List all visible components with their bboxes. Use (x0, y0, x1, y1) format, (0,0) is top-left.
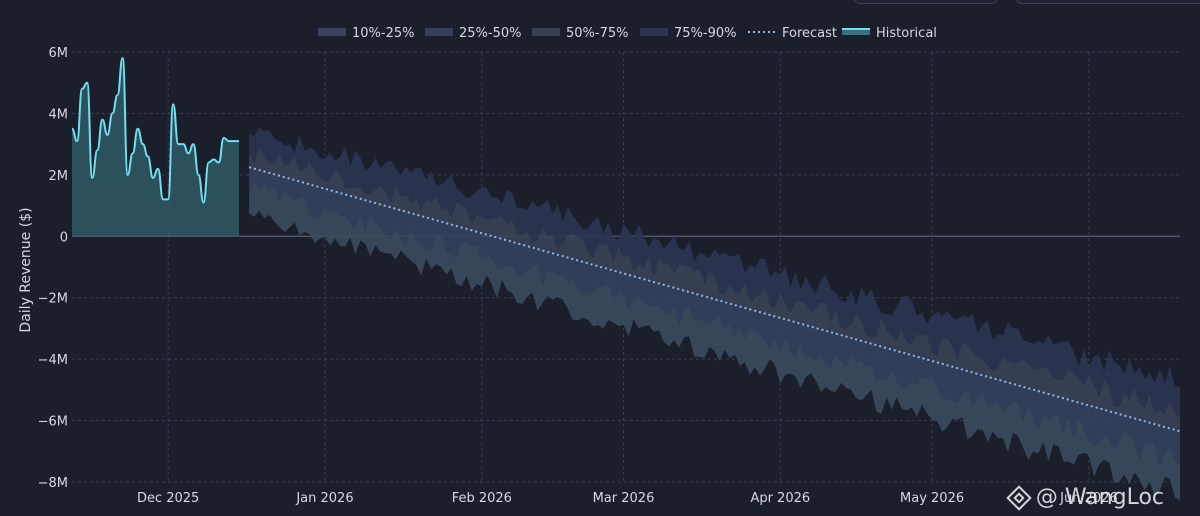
band-75-90 (249, 127, 1180, 418)
legend-item[interactable]: 10%-25% (318, 26, 414, 41)
y-tick-label: 0 (60, 230, 68, 245)
x-tick-label: Jan 2026 (295, 491, 353, 506)
legend-item[interactable]: Historical (842, 26, 937, 41)
legend-item[interactable]: Forecast (748, 26, 837, 41)
legend-item[interactable]: 25%-50% (425, 26, 521, 41)
band-50-75 (249, 147, 1180, 430)
y-tick-label: −6M (38, 415, 68, 430)
axes: 6M 4M 2M 0 −2M −4M −6M −8M Dec 2025 Jan 2026 Feb 2… (38, 46, 1118, 506)
watermark-text: @ WangLoc (1035, 485, 1164, 510)
x-tick-label: Feb 2026 (452, 491, 512, 506)
forecast-line (248, 166, 1181, 433)
percentile-bands (249, 127, 1180, 501)
toolbar-button-left[interactable] (854, 0, 998, 4)
legend-label: 25%-50% (459, 26, 521, 41)
y-tick-label: 6M (49, 46, 69, 61)
legend-swatch (842, 29, 870, 35)
y-tick-label: −4M (38, 353, 68, 368)
y-axis-label: Daily Revenue ($) (18, 207, 34, 332)
legend-label: Historical (876, 26, 937, 41)
legend-label: 10%-25% (352, 26, 414, 41)
legend-swatch (318, 28, 346, 36)
historical-line (71, 57, 239, 204)
band-10-25 (249, 181, 1180, 501)
x-tick-label: Jun 2026 (1059, 491, 1118, 506)
band-25-50 (249, 165, 1180, 468)
series-lines (71, 57, 1181, 433)
y-tick-label: −2M (38, 292, 68, 307)
toolbar-button-right[interactable] (1016, 0, 1200, 4)
x-tick-label: Mar 2026 (593, 491, 655, 506)
legend-label: 50%-75% (566, 26, 628, 41)
legend-item[interactable]: 50%-75% (532, 26, 628, 41)
y-tick-label: 2M (49, 169, 69, 184)
legend-swatch (532, 28, 560, 36)
legend-swatch (425, 28, 453, 36)
legend[interactable]: 10%-25% 25%-50% 50%-75% 75%-90% Forecast Hist… (318, 26, 937, 41)
watermark: @ WangLoc (1006, 484, 1164, 511)
legend-label: 75%-90% (674, 26, 736, 41)
x-tick-label: Dec 2025 (137, 491, 199, 506)
legend-label: Forecast (782, 26, 837, 41)
legend-item[interactable]: 75%-90% (640, 26, 736, 41)
legend-swatch (640, 28, 668, 36)
historical-area (72, 58, 239, 237)
x-tick-label: May 2026 (900, 491, 964, 506)
x-tick-label: Apr 2026 (750, 491, 810, 506)
y-tick-label: 4M (49, 107, 69, 122)
binance-logo-icon (1006, 484, 1032, 511)
y-tick-label: −8M (38, 476, 68, 491)
